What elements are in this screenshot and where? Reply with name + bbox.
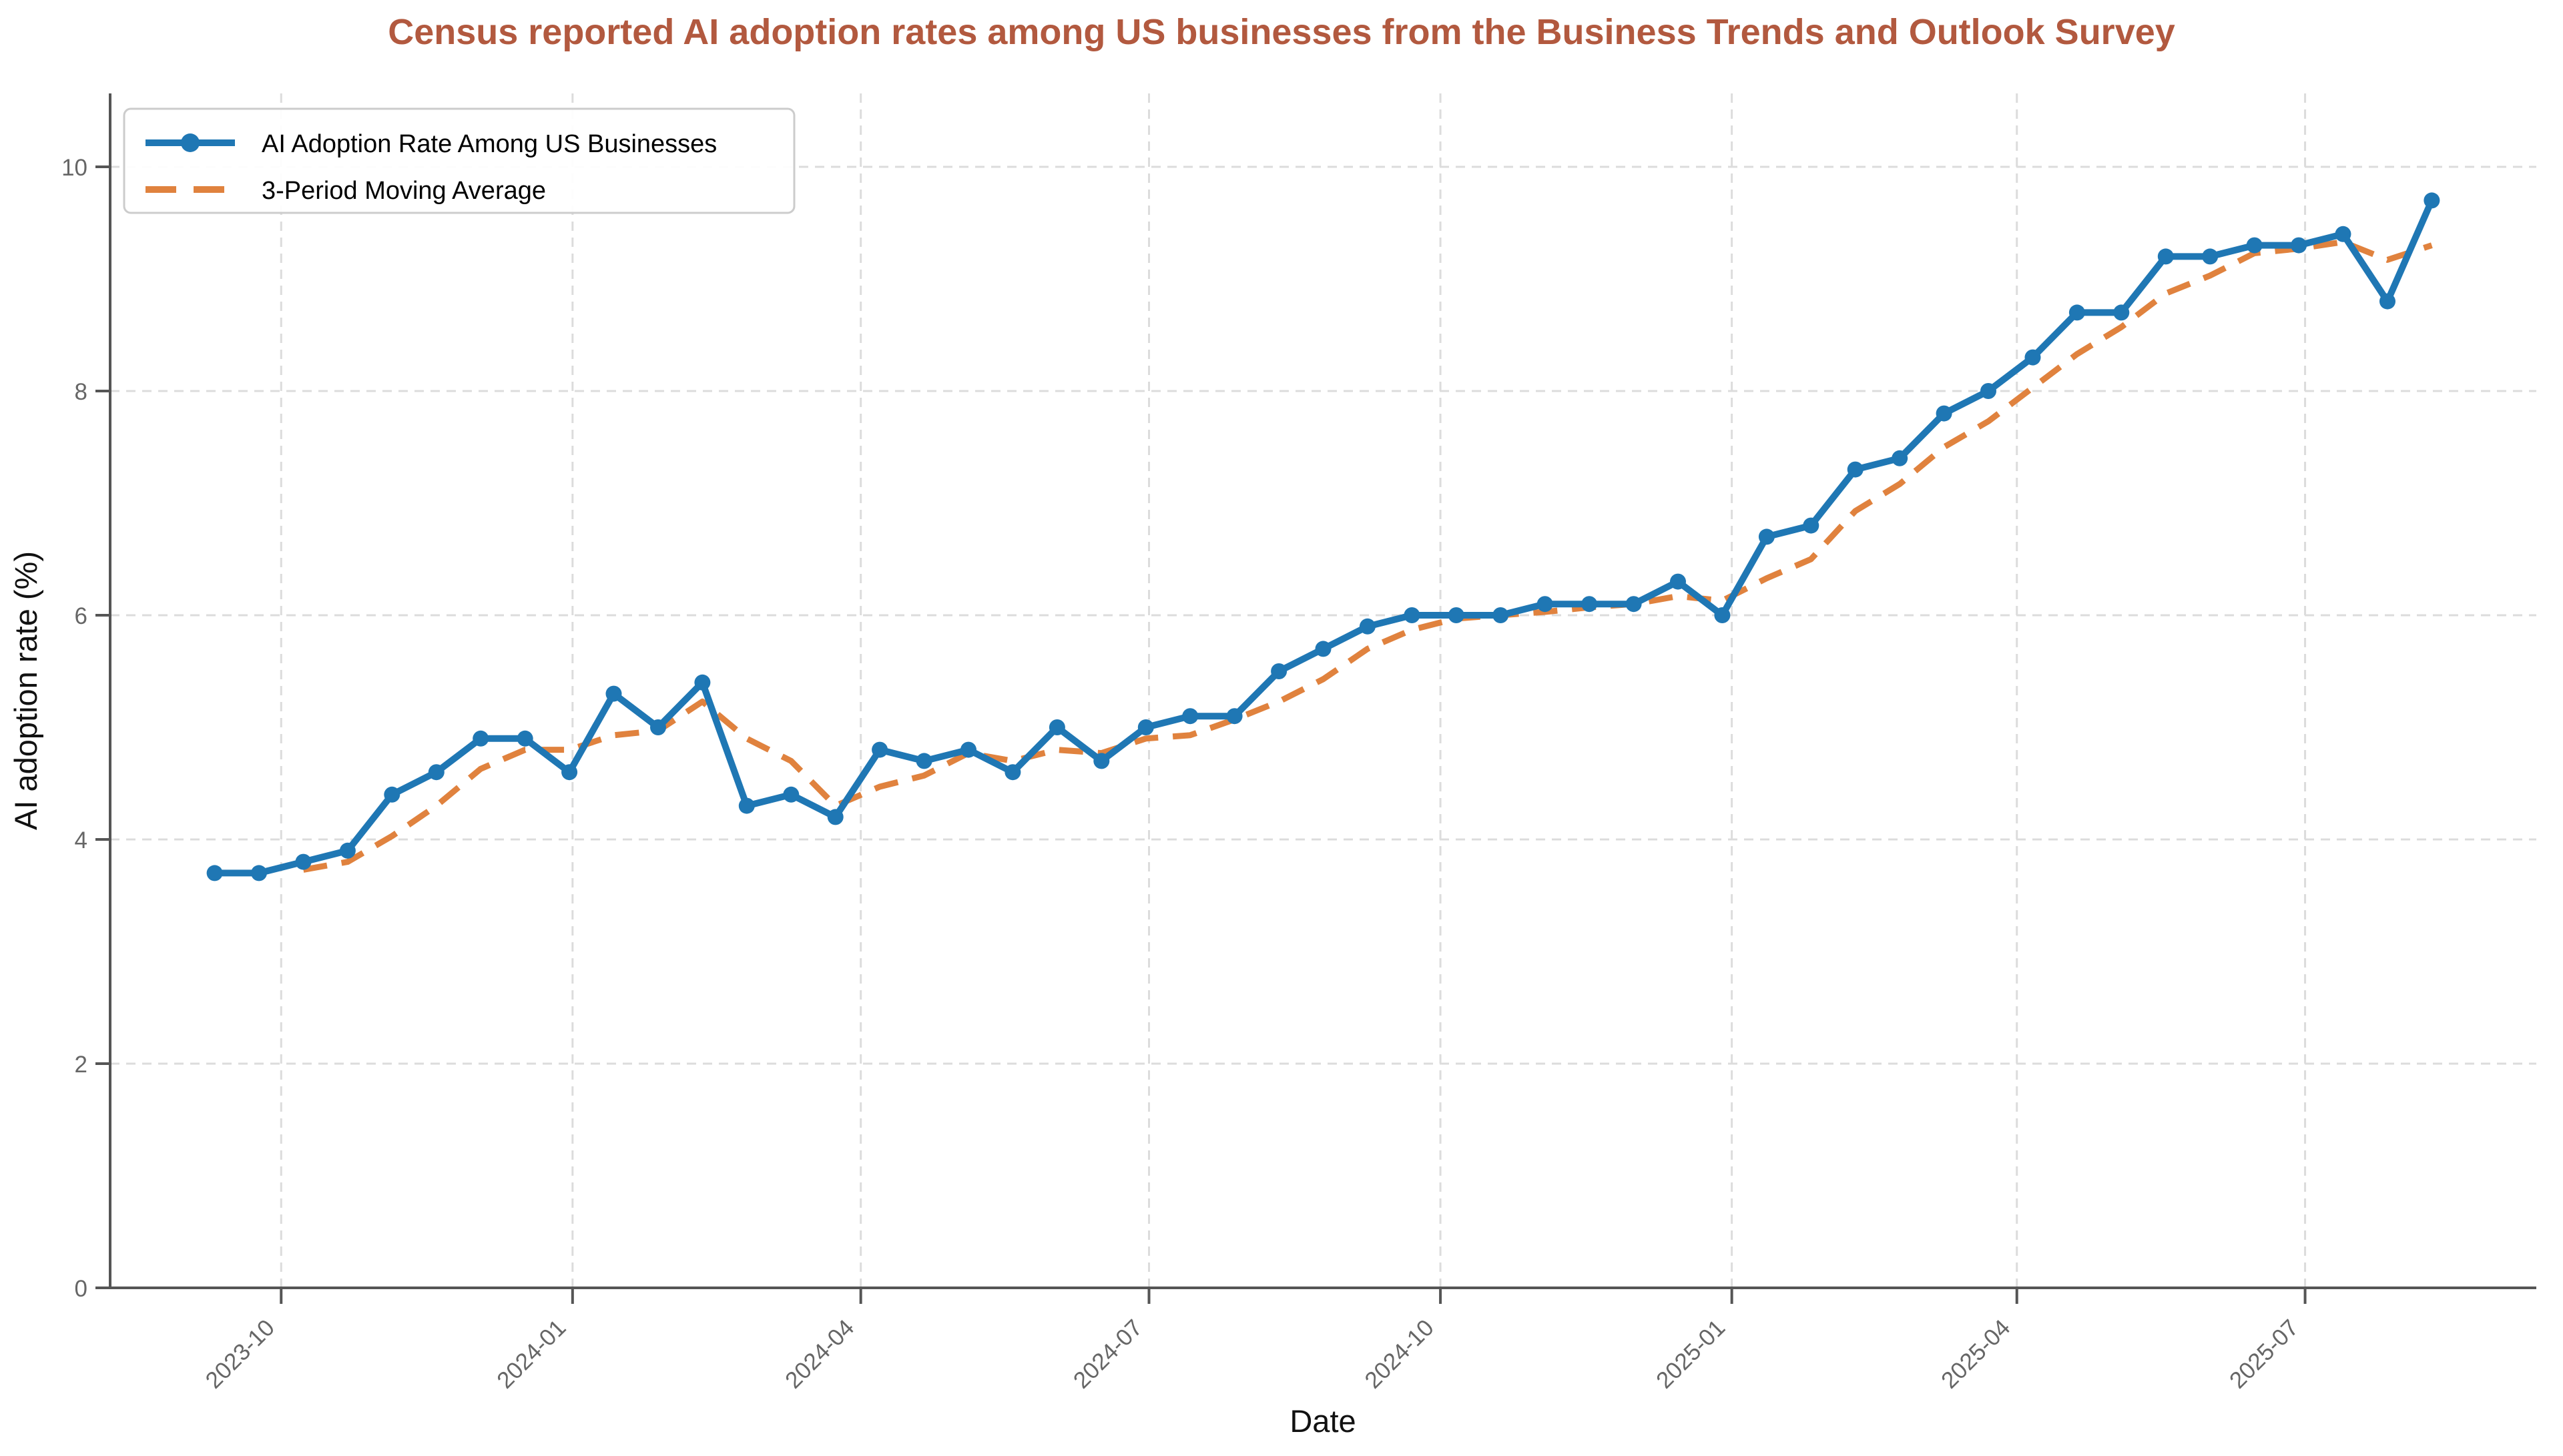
data-point-marker (1670, 573, 1686, 590)
data-point-marker (738, 797, 755, 814)
x-tick-label: 2024-07 (1069, 1315, 1147, 1393)
data-point-marker (2113, 304, 2130, 321)
y-tick-label: 10 (61, 155, 87, 181)
data-point-marker (1005, 764, 1021, 781)
data-point-marker (206, 865, 223, 881)
data-point-marker (2202, 248, 2219, 265)
moving-average-line (302, 239, 2433, 873)
data-point-marker (1758, 528, 1775, 545)
data-point-marker (1581, 596, 1598, 613)
data-point-marker (1271, 663, 1288, 679)
data-point-marker (339, 842, 356, 859)
ticks-layer: 0 2 4 6 8 10 2023-10 2024-01 2024-04 2024-07 2024-… (61, 155, 2307, 1393)
x-tick-label: 2024-04 (780, 1315, 859, 1393)
data-point-marker (384, 786, 400, 803)
axes-layer (109, 93, 2536, 1289)
data-point-marker (1404, 607, 1420, 623)
data-point-marker (1625, 596, 1642, 613)
data-point-marker (827, 809, 844, 825)
data-point-marker (295, 853, 312, 870)
data-point-marker (872, 741, 888, 758)
legend-label-adoption: AI Adoption Rate Among US Businesses (262, 130, 717, 158)
data-point-marker (1936, 405, 1952, 422)
data-point-marker (2246, 237, 2263, 254)
y-axis-label: AI adoption rate (%) (8, 551, 43, 830)
data-point-marker (473, 730, 489, 747)
x-tick-label: 2024-01 (492, 1315, 571, 1393)
adoption-rate-line (211, 197, 2436, 877)
data-point-marker (1093, 753, 1110, 769)
data-point-marker (1536, 596, 1553, 613)
data-point-marker (1448, 607, 1464, 623)
y-tick-label: 8 (75, 379, 87, 405)
x-tick-label: 2025-07 (2225, 1315, 2303, 1393)
data-point-marker (960, 741, 976, 758)
data-point-marker (561, 764, 578, 781)
x-tick-label: 2025-04 (1936, 1315, 2015, 1393)
data-point-marker (1847, 461, 1864, 478)
y-tick-label: 2 (75, 1052, 87, 1078)
data-point-marker (1492, 607, 1509, 623)
legend-box: AI Adoption Rate Among US Businesses 3-P… (123, 107, 796, 214)
data-point-marker (1803, 517, 1819, 534)
y-tick-label: 0 (75, 1276, 87, 1302)
data-point-marker (2068, 304, 2085, 321)
data-point-marker (2157, 248, 2174, 265)
data-point-marker (1226, 708, 1243, 725)
y-tick-label: 6 (75, 603, 87, 629)
legend-marker-icon (181, 133, 200, 152)
legend-label-moving-average: 3-Period Moving Average (262, 177, 546, 205)
data-point-marker (1049, 719, 1065, 735)
data-point-marker (2335, 226, 2351, 242)
data-point-marker (517, 730, 533, 747)
data-point-marker (605, 685, 622, 702)
chart-title: Census reported AI adoption rates among … (388, 12, 2175, 52)
x-tick-label: 2025-01 (1651, 1315, 1730, 1393)
data-point-marker (694, 674, 711, 691)
x-tick-label: 2023-10 (201, 1315, 280, 1393)
legend-entry-moving-average: 3-Period Moving Average (146, 177, 546, 205)
legend-frame (123, 107, 796, 214)
gridlines-layer (110, 93, 2536, 1289)
data-point-marker (2424, 192, 2440, 209)
data-point-marker (1714, 607, 1731, 623)
data-point-marker (1315, 641, 1332, 657)
data-point-marker (650, 719, 666, 735)
data-point-marker (1137, 719, 1154, 735)
data-point-marker (428, 764, 445, 781)
data-point-marker (2024, 349, 2041, 366)
data-point-marker (1359, 618, 1376, 635)
data-point-marker (916, 753, 932, 769)
y-tick-label: 4 (75, 827, 87, 853)
data-point-marker (251, 865, 267, 881)
x-axis-label: Date (1290, 1403, 1356, 1439)
data-point-marker (2379, 293, 2395, 310)
series-layer (206, 192, 2440, 881)
data-point-marker (2291, 237, 2307, 254)
data-point-marker (1182, 708, 1199, 725)
legend-entry-adoption-rate: AI Adoption Rate Among US Businesses (146, 130, 717, 158)
data-point-marker (783, 786, 800, 803)
data-point-marker (1980, 383, 1996, 399)
x-tick-label: 2024-10 (1360, 1315, 1438, 1393)
data-point-marker (1892, 450, 1908, 466)
